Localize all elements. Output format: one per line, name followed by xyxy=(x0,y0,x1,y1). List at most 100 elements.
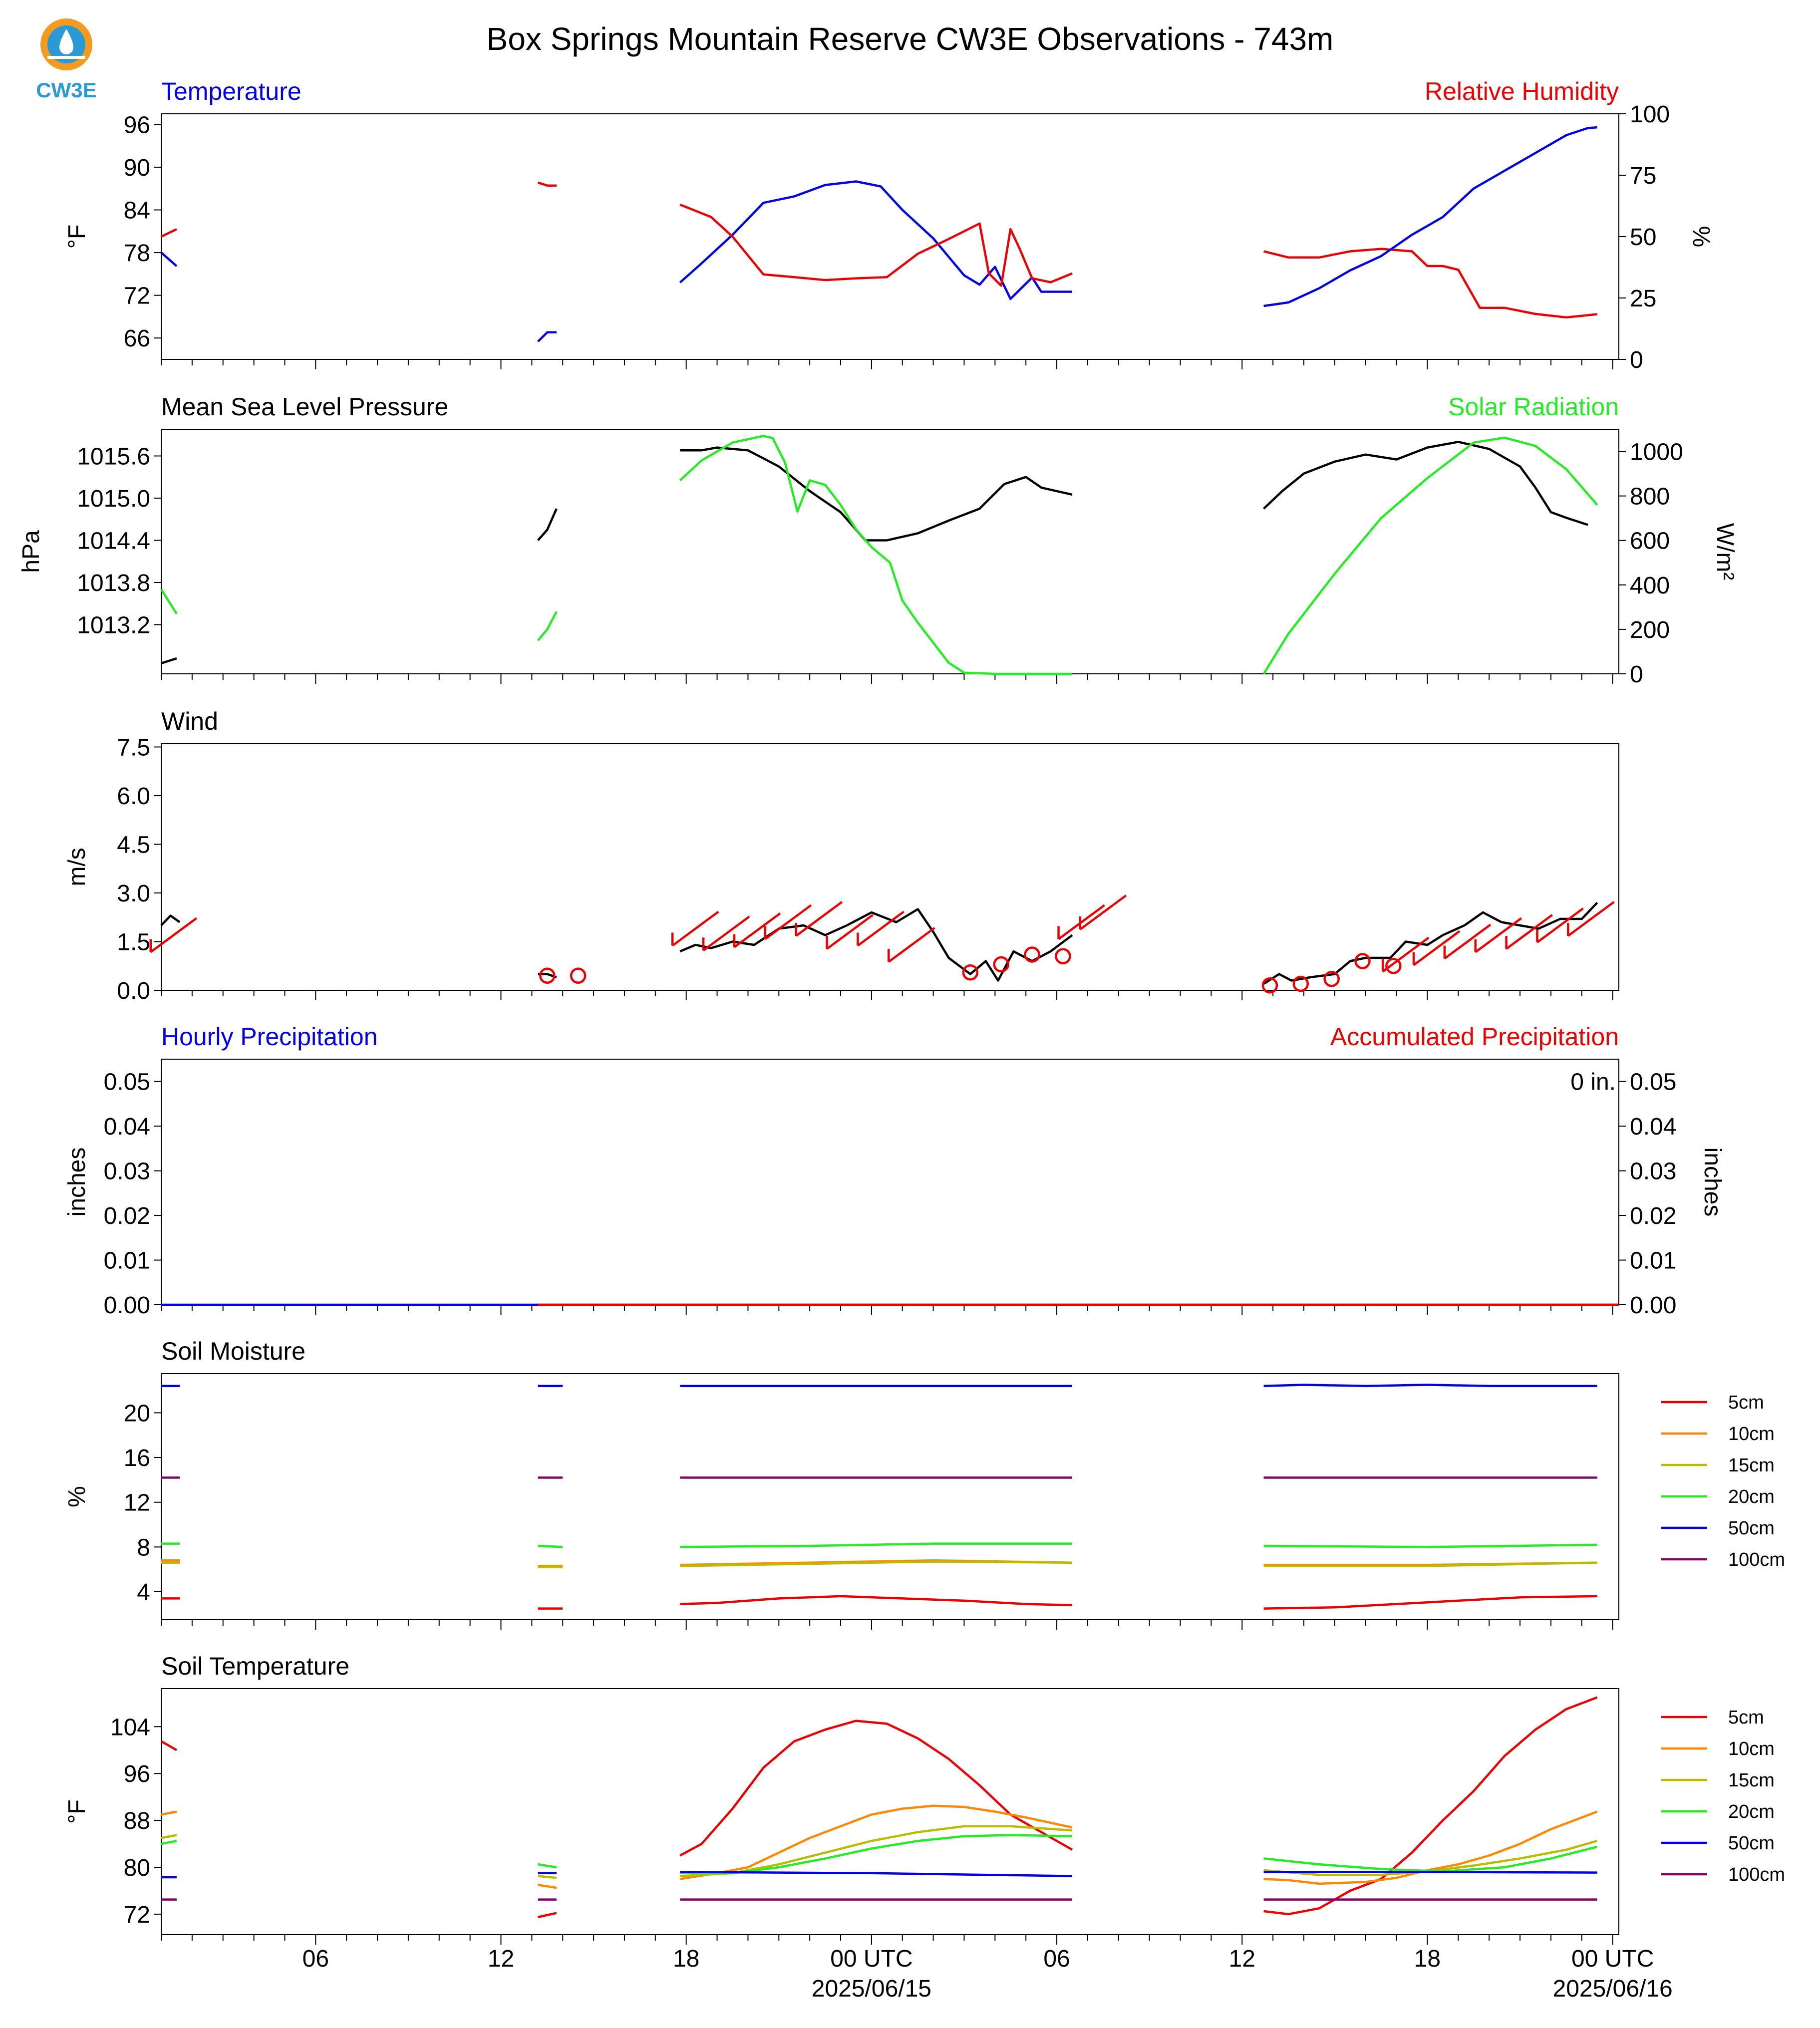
x-tick-label: 06 xyxy=(1043,1946,1070,1972)
legend-label: 10cm xyxy=(1728,1424,1775,1445)
wind-barb xyxy=(857,910,905,947)
plot-frame xyxy=(161,113,1619,360)
wind-barb xyxy=(1567,901,1615,937)
calm-wind-circle xyxy=(1385,958,1402,974)
series-line-ee0000 xyxy=(679,203,1073,287)
series-line-22ee22 xyxy=(537,611,558,641)
y-tick-label-right: 0 xyxy=(1630,661,1643,688)
logo-wave xyxy=(47,56,85,59)
y-tick-label: 1014.4 xyxy=(77,528,150,554)
series-line-5cm xyxy=(679,1720,1073,1857)
panel-title-right: Solar Radiation xyxy=(1448,393,1619,421)
y-axis-label: inches xyxy=(64,1148,90,1217)
logo-text: CW3E xyxy=(36,78,96,102)
series-line-20cm xyxy=(538,1863,557,1869)
series-line-20cm xyxy=(1263,1845,1598,1873)
wind-barb xyxy=(1506,914,1553,950)
series-line-15cm xyxy=(1263,1561,1597,1567)
y-tick-label-right: 600 xyxy=(1630,528,1670,555)
wind-barb xyxy=(1536,907,1584,943)
y-tick-label: 96 xyxy=(124,112,150,138)
x-tick-label: 18 xyxy=(1414,1946,1441,1972)
calm-wind-circle xyxy=(539,967,556,984)
logo-drop-icon xyxy=(59,29,73,54)
calm-wind-circle xyxy=(570,967,587,984)
panel-title-left: Hourly Precipitation xyxy=(161,1023,378,1051)
panel-pressure: Mean Sea Level Pressure Solar Radiation 10… xyxy=(18,393,1738,688)
series-line-000000 xyxy=(537,508,558,541)
series-line-5cm xyxy=(1263,1696,1598,1916)
series-line-speed xyxy=(160,914,181,926)
legend-label: 50cm xyxy=(1728,1833,1775,1854)
x-tick-label: 00 UTC xyxy=(1571,1946,1654,1972)
y-tick-label: 12 xyxy=(124,1490,150,1516)
y-tick-label-right: 0.01 xyxy=(1630,1248,1676,1274)
legend-label: 100cm xyxy=(1728,1549,1785,1570)
panel-precipitation: Hourly Precipitation Accumulated Precipit… xyxy=(64,1023,1726,1319)
calm-wind-circle xyxy=(962,964,979,981)
plot-frame xyxy=(161,1688,1619,1935)
series-line-50cm xyxy=(1263,1384,1597,1387)
y-tick-label: 90 xyxy=(124,155,150,181)
y-tick-label: 6.0 xyxy=(117,783,150,810)
y-tick-label: 0.01 xyxy=(104,1248,150,1274)
y-tick-label: 1015.6 xyxy=(77,444,150,470)
y-tick-label: 0.04 xyxy=(104,1114,150,1140)
y-tick-label: 1013.2 xyxy=(77,612,150,638)
y-axis-label: °F xyxy=(64,1799,90,1824)
wind-barb xyxy=(764,904,812,940)
legend-label: 20cm xyxy=(1728,1486,1775,1507)
wind-barb xyxy=(702,915,750,952)
legend-label: 15cm xyxy=(1728,1770,1775,1791)
y-tick-label: 0.03 xyxy=(104,1159,150,1185)
series-line-20cm xyxy=(538,1544,563,1548)
y-tick-label: 1015.0 xyxy=(77,486,150,512)
panel-title-left: Soil Temperature xyxy=(161,1652,349,1680)
series-line-20cm xyxy=(1263,1543,1597,1548)
panel-wind: Wind 0.0 1.5 3.0 4.5 6.0 7.5 m/s xyxy=(64,707,1619,1004)
wind-barb xyxy=(1058,904,1105,940)
y-tick-label: 84 xyxy=(124,198,150,224)
series-line-22ee22 xyxy=(1262,436,1598,675)
legend: 5cm 10cm 15cm 20cm 50cm 100cm xyxy=(1661,1707,1785,1885)
wind-barb xyxy=(671,910,719,947)
y-axis-label-right: inches xyxy=(1699,1148,1726,1217)
legend-label: 5cm xyxy=(1728,1707,1764,1728)
panel-temperature: Temperature Relative Humidity 66 72 78 84 90 96… xyxy=(64,77,1714,373)
y-tick-label: 4 xyxy=(137,1579,150,1606)
y-tick-label-right: 50 xyxy=(1630,224,1656,251)
x-tick-label: 00 UTC xyxy=(830,1946,912,1972)
y-tick-label: 1.5 xyxy=(117,929,150,956)
y-tick-label-right: 0.03 xyxy=(1630,1159,1676,1185)
y-tick-label-right: 1000 xyxy=(1630,439,1683,466)
y-axis-label-right: % xyxy=(1688,226,1714,248)
series-line-5cm xyxy=(680,1595,1073,1607)
legend-label: 20cm xyxy=(1728,1801,1775,1822)
y-tick-label: 1013.8 xyxy=(77,570,150,596)
series-line-5cm xyxy=(160,1740,178,1751)
y-axis-label: °F xyxy=(64,225,90,249)
legend-label: 50cm xyxy=(1728,1518,1775,1539)
y-tick-label: 88 xyxy=(124,1808,150,1834)
series-line-000000 xyxy=(161,657,177,665)
y-tick-label: 0.00 xyxy=(104,1292,150,1319)
panel-title-right: Accumulated Precipitation xyxy=(1330,1023,1619,1051)
plot-frame xyxy=(161,1059,1619,1305)
y-tick-label-right: 0.02 xyxy=(1630,1203,1676,1229)
series-line-10cm xyxy=(679,1804,1073,1880)
panel-title-left: Temperature xyxy=(161,77,302,105)
y-tick-label-right: 0.05 xyxy=(1630,1069,1676,1096)
series-line-20cm xyxy=(680,1542,1072,1548)
calm-wind-circle xyxy=(993,956,1009,973)
calm-wind-circle xyxy=(1292,975,1309,992)
x-tick-label: 12 xyxy=(1229,1946,1255,1972)
cw3e-logo: CW3E xyxy=(36,18,97,102)
legend-label: 15cm xyxy=(1728,1455,1775,1476)
calm-wind-circle xyxy=(1323,971,1340,987)
y-tick-label: 104 xyxy=(110,1714,150,1740)
y-tick-label-right: 200 xyxy=(1630,617,1670,643)
y-tick-label: 72 xyxy=(124,283,150,309)
panel-soil_temperature: Soil Temperature 72 80 88 96 104 °F 5cm 10cm 15cm… xyxy=(64,1652,1785,2002)
legend: 5cm 10cm 15cm 20cm 50cm 100cm xyxy=(1661,1392,1785,1570)
